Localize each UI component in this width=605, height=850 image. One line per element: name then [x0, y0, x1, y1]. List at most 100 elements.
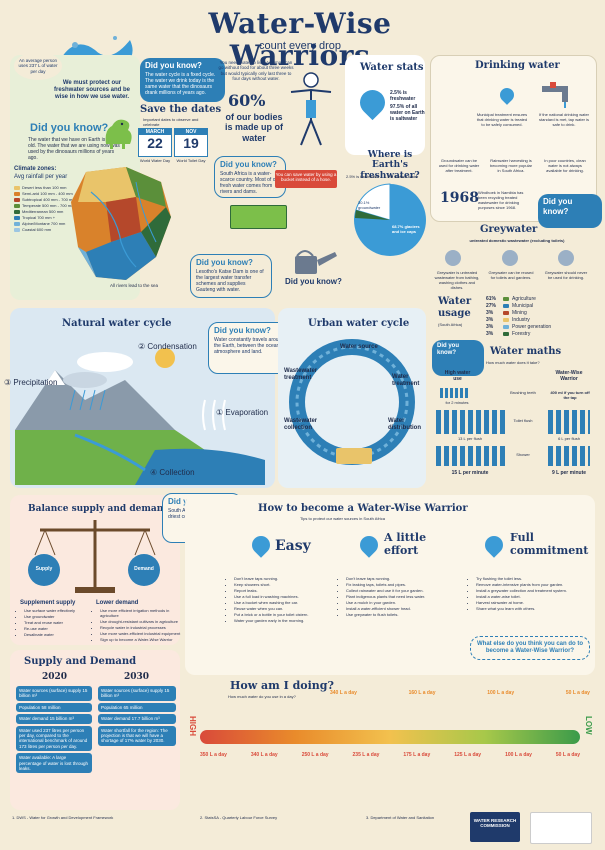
sd-2030-item: Population 65 million [98, 702, 176, 713]
drinking-title: Drinking water [475, 60, 560, 71]
save-dates-sub: Important dates to observe and celebrate [143, 117, 199, 127]
easy-list-item: Use a bucket when washing the car. [234, 600, 340, 605]
usage-meter-bar [200, 730, 580, 744]
little-list-item: Use a mulch in your garden. [346, 600, 466, 605]
dyk-bottom-title-text: Did you know? [285, 277, 342, 286]
full-list-item: Share what you learn with others. [476, 606, 596, 611]
drinking-dyk-bubble: Did you know? [538, 194, 602, 228]
usage-sub: (South Africa) [438, 322, 463, 327]
meter-bottom-label: 235 L a day [352, 752, 380, 758]
urban-node-collection: Wastewater collection [284, 418, 318, 432]
water-fact-banner-text: You can save water by using a bucket ins… [275, 172, 337, 183]
sd-2020-list: Water sources (surface) supply 15 billio… [16, 686, 92, 775]
greywater-icon-3 [558, 250, 574, 266]
map-dyk-title: Did you know? [220, 160, 277, 169]
usage-row: 27% Municipal [486, 303, 591, 309]
all-rivers-label: All rivers lead to the sea [110, 283, 159, 288]
legend-label: Temperate 500 mm - 700 mm [22, 203, 75, 208]
greywater-title: Greywater [480, 224, 538, 235]
usage-label: Municipal [512, 303, 534, 309]
page-subtitle: count every drop [259, 40, 341, 52]
legend-label: Mediterranean 500 mm [22, 209, 64, 214]
sd-title: Supply and Demand [24, 656, 137, 667]
easy-list-item: Report leaks. [234, 588, 340, 593]
easy-list-item: Keep showers short. [234, 582, 340, 587]
climate-legend-row: Alpine/Montane 700 mm [14, 221, 84, 226]
sd-2030-item: Water shortfall for the region: The proj… [98, 725, 176, 746]
pie-slice-glaciers: 68.7% glaciers and ice caps [392, 224, 420, 234]
meter-low-label: LOW [584, 716, 594, 735]
little-title: A little effort [384, 531, 427, 557]
pie-slice-groundwater: 30.1% groundwater [358, 200, 381, 210]
natural-cycle-illustration [15, 348, 265, 485]
usage-label: Forestry [512, 331, 531, 337]
usage-swatch [503, 332, 509, 336]
full-list-item: Harvest rainwater at home. [476, 600, 596, 605]
legend-swatch [14, 191, 20, 196]
dyk-bubble-title: Did you know? [145, 61, 202, 70]
cycle-label-collection: ④ Collection [150, 468, 195, 477]
full-list: Try flushing the toilet less.Remove wate… [470, 576, 596, 612]
climate-legend-row: Subtropical 400 mm - 700 mm [14, 197, 84, 202]
maths-r2-label: Toilet flush [513, 418, 533, 423]
demand-list-item: Recycle water in industrial processes [100, 625, 184, 630]
meter-title: How am I doing? [230, 679, 334, 692]
climate-legend-row: Coastal 600 mm [14, 227, 84, 232]
natural-dyk-title: Did you know? [214, 326, 271, 335]
usage-swatch [503, 325, 509, 329]
urban-cycle-title: Urban water cycle [308, 318, 410, 329]
legend-label: Tropical 700 mm + [22, 215, 56, 220]
drinking-item-3: Groundwater can be used for drinking wat… [438, 158, 480, 173]
meter-high-label: HIGH [188, 716, 198, 736]
supply-list-item: Treat and reuse water [24, 620, 96, 625]
footnote-3: 3. Department of Water and Sanitation [366, 815, 435, 820]
demand-pan [128, 554, 160, 586]
usage-swatch [503, 318, 509, 322]
maths-dyk-title: Did you know? [437, 343, 459, 357]
become-panel [185, 495, 595, 675]
footnote-2: 2. StatsSA - Quarterly Labour Force Surv… [200, 815, 278, 820]
urban-node-source: Water source [340, 344, 378, 350]
supply-list-item: Use surface water effectively [24, 608, 96, 613]
cycle-label-collection-text: Collection [159, 468, 195, 477]
meter-top-label: 100 L a day [487, 690, 515, 696]
cycle-label-condensation-text: Condensation [147, 342, 197, 351]
climate-subtitle: Avg rainfall per year [14, 174, 68, 180]
little-list-item: Use greywater to flush toilets. [346, 612, 466, 617]
usage-title: Water usage [438, 296, 472, 319]
maths-r2-high: 13 L per flush [457, 436, 483, 441]
maths-bottles-low-2 [548, 410, 590, 434]
easy-list-item: Use a full load in washing machines. [234, 594, 340, 599]
tap-icon [542, 82, 568, 108]
demand-label: Demand [134, 566, 154, 572]
map-dyk-body: Lesotho's Katse Dam is one of the larges… [196, 268, 264, 293]
full-list-item: Remove water-intensive plants from your … [476, 582, 596, 587]
little-list-item: Plant indigenous plants that need less w… [346, 594, 466, 599]
legend-swatch [14, 203, 20, 208]
maths-title: Water maths [490, 346, 562, 357]
legend-swatch [14, 221, 20, 226]
greywater-item-2: Greywater can be reused for toilets and … [488, 270, 534, 280]
partner-logo [530, 812, 592, 844]
meter-bottom-label: 50 L a day [555, 752, 580, 758]
water-fact-banner: You can save water by using a bucket ins… [275, 170, 337, 188]
demand-list-item: Use more water-efficient industrial equi… [100, 631, 184, 636]
easy-list-item: Reuse water when you can. [234, 606, 340, 611]
urban-town-icon [336, 448, 372, 464]
full-list-item: Install a greywater collection and treat… [476, 588, 596, 593]
usage-swatch [503, 304, 509, 308]
full-list-item: Try flushing the toilet less. [476, 576, 596, 581]
usage-pct: 3% [486, 317, 494, 323]
meter-bottom-label: 340 L a day [250, 752, 278, 758]
maths-bottles-high-1 [440, 388, 468, 398]
usage-swatch [503, 311, 509, 315]
where-freshwater-title: Where is Earth's freshwater? [360, 150, 420, 181]
usage-pct: 3% [486, 310, 494, 316]
south-africa-map [71, 167, 171, 280]
saltwater-pct: 97.5% of all water on Earth is saltwater [390, 104, 425, 122]
little-list-item: Collect rainwater and use it for your ga… [346, 588, 466, 593]
legend-label: Coastal 600 mm [22, 227, 52, 232]
cycle-label-precipitation: ③ Precipitation [4, 378, 58, 387]
usage-swatch [503, 297, 509, 301]
usage-row: 3% Power generation [486, 324, 591, 330]
